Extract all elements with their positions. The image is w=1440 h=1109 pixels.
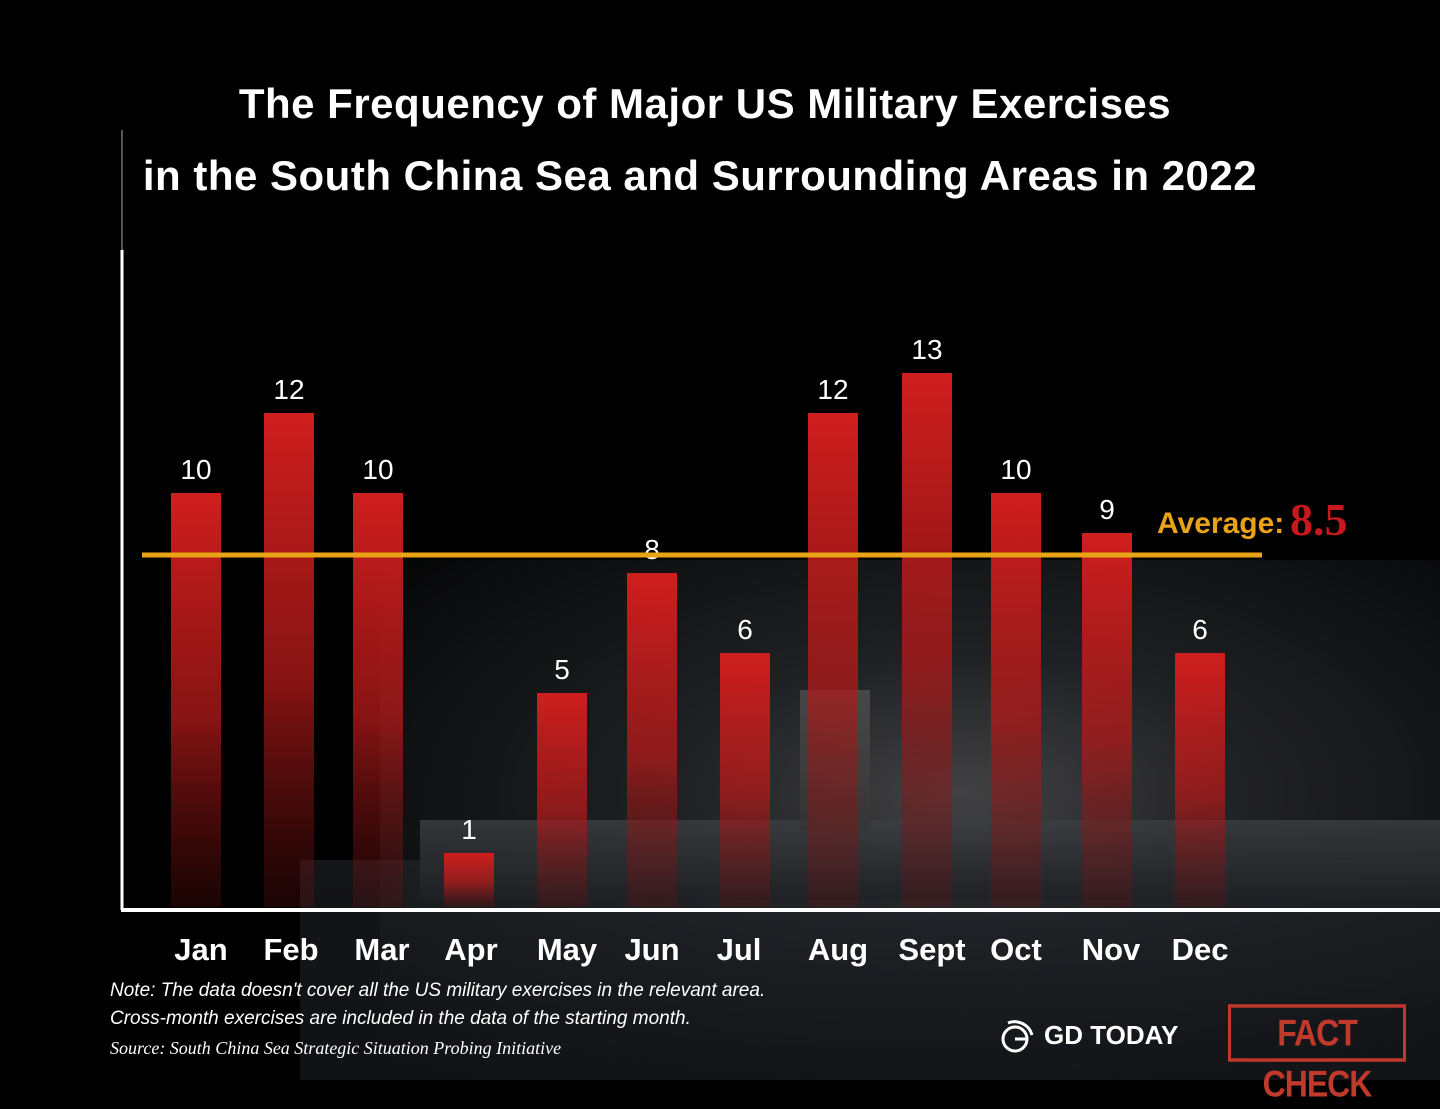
bar-sept xyxy=(902,373,952,907)
x-tick-label-jan: Jan xyxy=(174,932,227,967)
data-label-apr: 1 xyxy=(461,814,477,845)
x-tick-label-sept: Sept xyxy=(898,932,965,967)
bar-feb xyxy=(264,413,314,907)
average-label: Average: xyxy=(1157,507,1284,540)
data-label-aug: 12 xyxy=(817,374,848,405)
source-note: Source: South China Sea Strategic Situat… xyxy=(110,1038,562,1058)
bar-chart: 10 12 10 1 5 8 6 12 13 10 9 6 Jan Feb Mar Apr May Jun Jul… xyxy=(120,130,1440,967)
data-label-jun: 8 xyxy=(644,534,660,565)
chart-title-line-2: in the South China Sea and Surrounding A… xyxy=(142,152,1258,199)
data-label-nov: 9 xyxy=(1099,494,1115,525)
data-label-oct: 10 xyxy=(1000,454,1031,485)
x-tick-label-mar: Mar xyxy=(354,932,409,967)
data-label-feb: 12 xyxy=(273,374,304,405)
x-tick-label-jul: Jul xyxy=(717,932,762,967)
gd-today-logo: GD TODAY xyxy=(1000,1015,1178,1055)
x-tick-label-may: May xyxy=(537,932,598,967)
x-tick-label-jun: Jun xyxy=(624,932,679,967)
note-line-1: Note: The data doesn't cover all the US … xyxy=(110,980,766,1001)
data-label-dec: 6 xyxy=(1192,614,1208,645)
data-label-jan: 10 xyxy=(180,454,211,485)
x-tick-label-oct: Oct xyxy=(990,932,1042,967)
x-tick-label-dec: Dec xyxy=(1172,932,1229,967)
data-label-may: 5 xyxy=(554,654,570,685)
bar-nov xyxy=(1082,533,1132,907)
x-tick-label-apr: Apr xyxy=(444,932,497,967)
bar-may xyxy=(537,693,587,907)
gd-today-logo-icon xyxy=(1001,1020,1034,1053)
data-label-sept: 13 xyxy=(911,334,942,365)
data-label-jul: 6 xyxy=(737,614,753,645)
note-line-2: Cross-month exercises are included in th… xyxy=(110,1008,691,1029)
bar-dec xyxy=(1175,653,1225,907)
bar-oct xyxy=(991,493,1041,907)
data-label-mar: 10 xyxy=(362,454,393,485)
bar-aug xyxy=(808,413,858,907)
average-value: 8.5 xyxy=(1290,494,1348,545)
x-tick-label-feb: Feb xyxy=(263,932,318,967)
x-tick-label-aug: Aug xyxy=(808,932,868,967)
bar-jan xyxy=(171,493,221,907)
x-tick-label-nov: Nov xyxy=(1082,932,1141,967)
bar-jun xyxy=(627,573,677,907)
fact-check-stamp: FACT CHECK xyxy=(1228,1004,1406,1104)
bar-jul xyxy=(720,653,770,907)
bar-apr xyxy=(444,853,494,907)
bar-mar xyxy=(353,493,403,907)
chart-title-line-1: The Frequency of Major US Military Exerc… xyxy=(238,80,1172,127)
gd-today-logo-text: GD TODAY xyxy=(1044,1019,1179,1050)
